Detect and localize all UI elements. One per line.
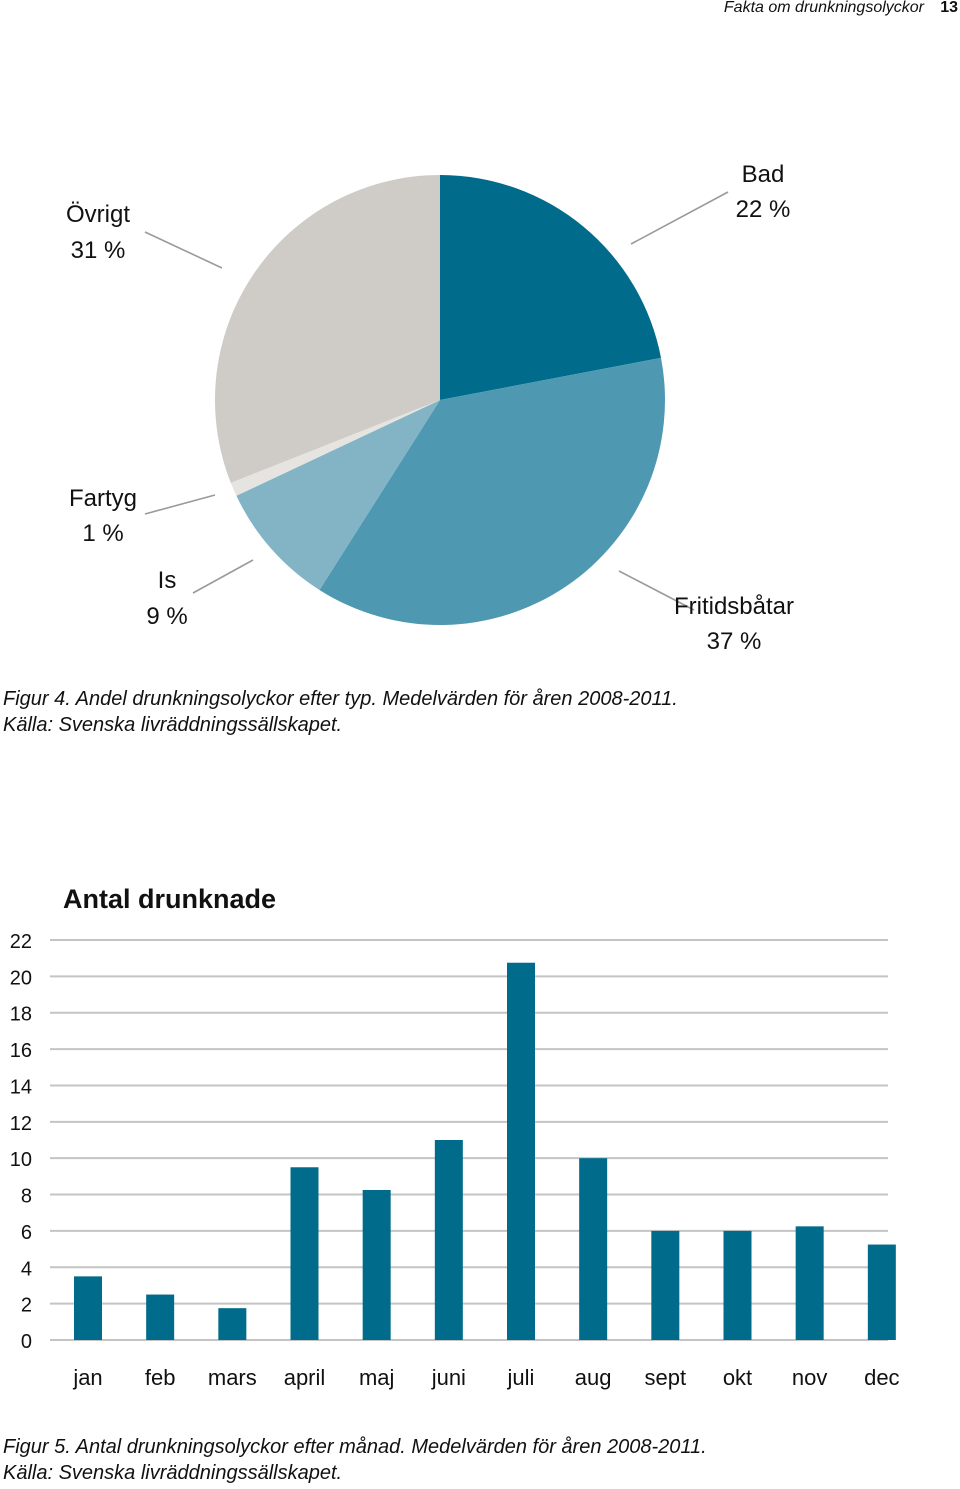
bar-chart-title: Antal drunknade [63,884,276,914]
pie-leader-ovrigt [144,231,223,269]
pie-label-fritidsbatar: Fritidsbåtar [674,593,794,620]
y-tick-label: 14 [10,1076,32,1098]
y-tick-label: 18 [10,1004,32,1026]
pie-slice-is [236,400,440,590]
pie-label-is: Is [158,567,177,594]
x-tick-label-aug: aug [575,1365,612,1390]
x-tick-label-maj: maj [359,1365,394,1390]
bar-sept [651,1230,680,1340]
x-tick-label-jan: jan [72,1365,102,1390]
bar-juli [507,962,535,1340]
y-tick-label: 4 [21,1258,32,1280]
pie-slice-fritidsbatar [319,357,665,625]
x-tick-label-nov: nov [792,1365,827,1390]
pie-value-fritidsbatar: 37 % [707,628,762,655]
pie-label-ovrigt: Övrigt [66,201,130,228]
bar-juni [434,1140,463,1340]
pie-label-bad: Bad [742,161,785,188]
pie-value-bad: 22 % [736,196,791,223]
y-tick-label: 12 [10,1113,32,1135]
x-tick-label-okt: okt [723,1365,752,1390]
bar-okt [723,1230,752,1340]
y-tick-label: 16 [10,1040,32,1062]
x-tick-label-juni: juni [431,1365,466,1390]
pie-leader-is [192,559,254,594]
pie-slice-ovrigt [214,175,440,483]
pie-caption-source: Källa: Svenska livräddningssällskapet. [3,714,343,736]
bar-dec [867,1244,896,1340]
header-title: Fakta om drunkningsolyckor [723,0,924,16]
bar-chart: Antal drunknade 0 2 4 6 8 10 12 14 16 18 20 22 jan f… [10,884,900,1390]
bar-nov [795,1226,824,1340]
pie-leader-fartyg [144,494,216,515]
pie-leader-fritidsbatar [618,570,695,611]
y-tick-label: 0 [21,1331,32,1353]
pie-caption-line1: Figur 4. Andel drunkningsolyckor efter t… [3,688,678,710]
x-tick-label-mars: mars [208,1365,257,1390]
y-tick-label: 10 [10,1149,32,1171]
bar-caption-source: Källa: Svenska livräddningssällskapet. [3,1462,343,1484]
pie-caption: Figur 4. Andel drunkningsolyckor efter t… [3,686,678,738]
pie-value-is: 9 % [146,603,187,630]
bar-april [290,1167,319,1340]
pie-label-fartyg: Fartyg [69,485,137,512]
x-tick-label-sept: sept [645,1365,687,1390]
y-tick-label: 22 [10,931,32,953]
bar-jan [74,1276,102,1340]
y-tick-label: 20 [10,967,32,989]
y-tick-label: 8 [21,1186,32,1208]
pie-slice-bad [440,175,662,400]
bar-maj [362,1190,391,1340]
pie-value-fartyg: 1 % [82,520,123,547]
y-tick-label: 2 [21,1295,32,1317]
bar-aug [579,1158,608,1340]
pie-chart: Bad 22 % Fritidsbåtar 37 % Is 9 % Fartyg 1 % Övr… [66,161,794,655]
x-tick-label-juli: juli [507,1365,535,1390]
bar-caption-line1: Figur 5. Antal drunkningsolyckor efter m… [3,1436,707,1458]
pie-slice-fartyg [230,400,440,496]
bar-caption: Figur 5. Antal drunkningsolyckor efter m… [3,1434,707,1486]
pie-leader-bad [630,191,729,245]
y-tick-label: 6 [21,1222,32,1244]
x-tick-label-dec: dec [864,1365,899,1390]
bar-feb [146,1294,175,1340]
pie-value-ovrigt: 31 % [71,237,126,264]
bar-mars [218,1308,247,1340]
x-tick-label-april: april [284,1365,326,1390]
x-tick-label-feb: feb [145,1365,176,1390]
page-header: Fakta om drunkningsolyckor 13 [0,0,960,24]
page-number: 13 [940,0,958,16]
